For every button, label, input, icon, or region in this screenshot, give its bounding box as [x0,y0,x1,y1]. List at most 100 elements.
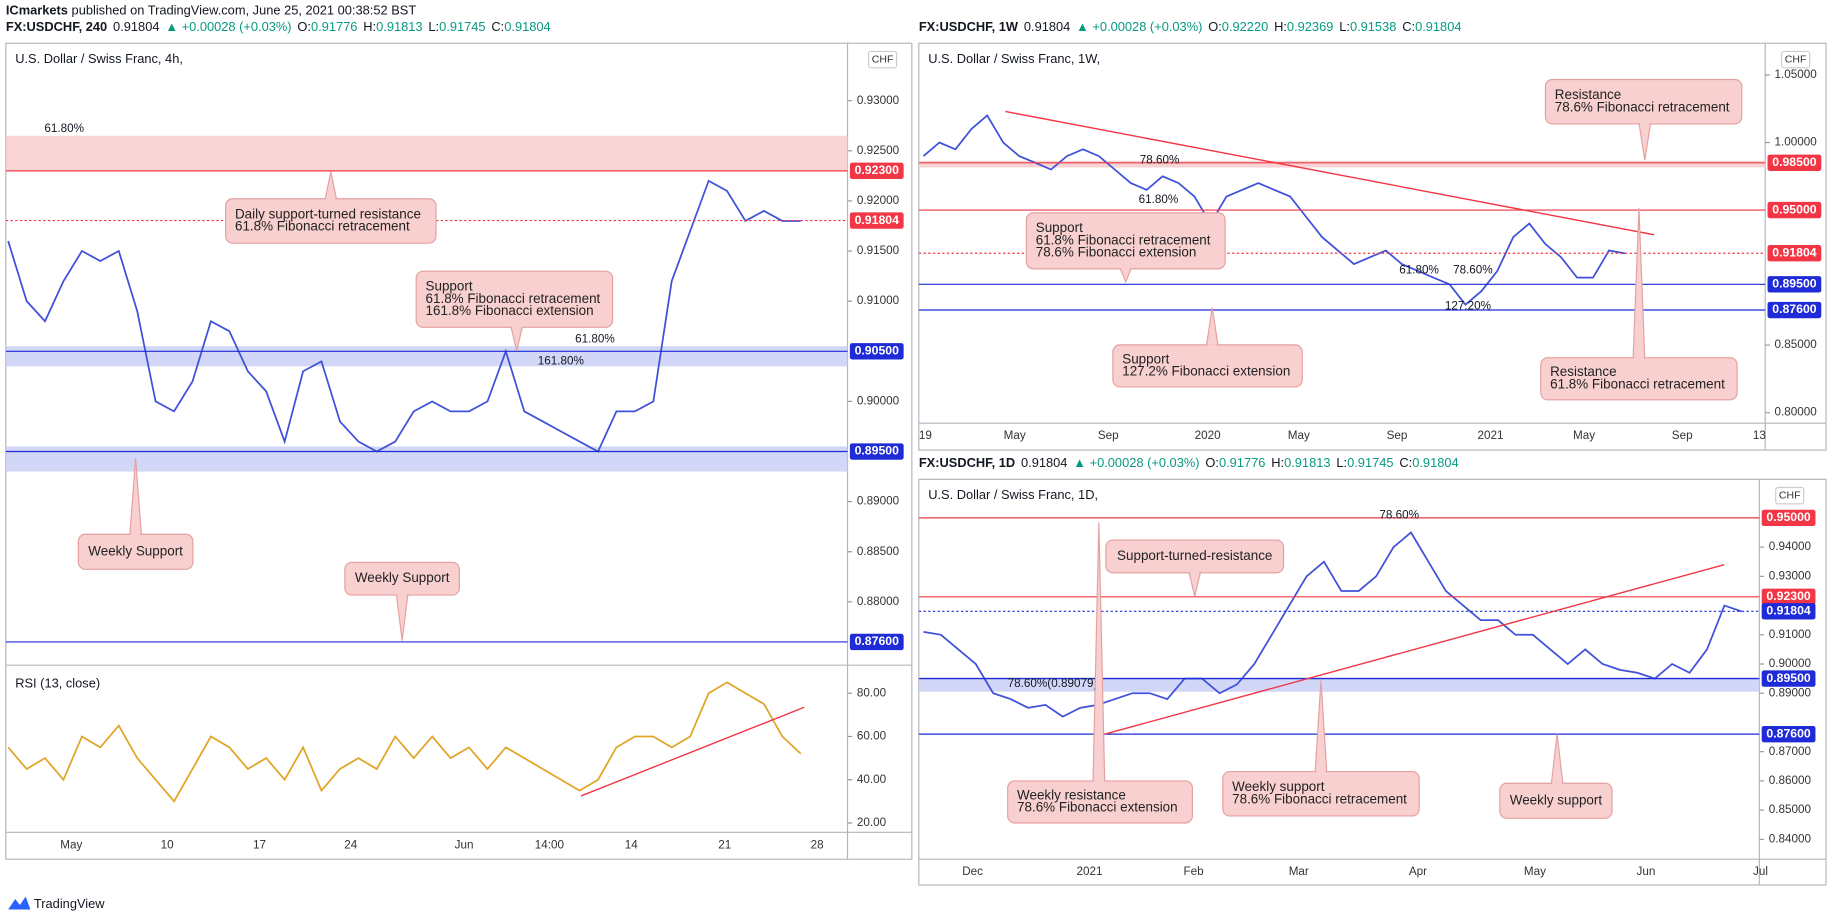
fib-label: 61.80% [575,332,615,345]
callout-pointer [1092,522,1106,783]
x-tick-label: Dec [962,865,983,878]
y-tick-label: 0.85000 [1775,338,1818,351]
callout-pointer [1550,734,1564,785]
quote-part: O: [1205,455,1219,470]
price-badge-label: 0.87600 [1766,726,1811,740]
callout-pointer [324,171,338,201]
x-tick-label: 24 [344,838,358,851]
y-tick-label: 0.87000 [1769,745,1812,758]
published: published on TradingView.com, June 25, 2… [72,3,417,18]
quote-line: FX:USDCHF, 1D 0.91804 ▲ +0.00028 (+0.03%) O… [919,455,1459,470]
trend-line [580,706,805,797]
callout-text: 78.6% Fibonacci extension [1036,245,1197,260]
x-tick-label: Feb [1183,865,1204,878]
price-badge-label: 0.89500 [1772,277,1817,291]
callout-text: Daily support-turned resistance [235,206,421,221]
callout-pointer [1638,122,1652,161]
panel-title: U.S. Dollar / Swiss Franc, 1D, [928,487,1098,502]
quote-part: C: [1402,19,1415,34]
callout-text: Weekly support [1510,792,1603,807]
quote-part: FX:USDCHF, 1D [919,455,1015,470]
callout-text: Weekly Support [355,570,450,585]
price-badge-label: 0.92300 [855,163,900,177]
price-line [922,114,1626,306]
x-tick-label: Jul [1753,865,1768,878]
callout-pointer [1119,267,1133,284]
callout-text: Support [1036,220,1083,235]
zone [918,160,1766,168]
y-tick-label: 20.00 [857,816,887,829]
callout-text: 61.8% Fibonacci retracement [426,291,601,306]
zone [5,446,848,472]
currency-label: CHF [872,53,894,65]
quote-part: 0.91776 [311,19,357,34]
fib-label: 61.80% [1399,264,1439,277]
quote-part: ▲ +0.00028 (+0.03%) [1076,19,1202,34]
currency-box [1780,50,1811,69]
trend-line [1104,563,1725,735]
price-badge [1767,154,1822,171]
y-tick-label: 0.92000 [857,194,900,207]
quote-part: C: [491,19,504,34]
panel-frame [918,42,1827,451]
callout-text: 161.8% Fibonacci extension [426,303,594,318]
callout-text: 127.2% Fibonacci extension [1122,364,1290,379]
fib-label: 78.60% [1453,264,1493,277]
zone [5,346,848,367]
quote-part: L: [428,19,439,34]
price-line [7,681,802,803]
x-tick-label: Sep [1387,429,1408,442]
quote-part: 0.91813 [1284,455,1330,470]
currency-box [867,50,898,69]
callout-text: 78.6% Fibonacci extension [1017,800,1178,815]
callout-text: Weekly support [1232,779,1325,794]
panel-title: U.S. Dollar / Swiss Franc, 1W, [928,51,1100,66]
currency-label: CHF [1785,53,1807,65]
x-tick-label: 2020 [1195,429,1222,442]
y-tick-label: 0.85000 [1769,803,1812,816]
callout-text: Resistance [1555,87,1621,102]
x-tick-label: 14:00 [535,838,565,851]
y-tick-label: 1.00000 [1775,136,1818,149]
price-badge-label: 0.92300 [1766,589,1811,603]
callout-seam [1207,344,1217,347]
y-tick-label: 0.86000 [1769,774,1812,787]
price-badge-label: 0.91804 [1766,604,1811,618]
y-tick-label: 0.93000 [857,94,900,107]
x-tick-label: Jun [455,838,474,851]
price-badge [1761,603,1816,620]
price-badge [1767,201,1822,219]
price-badge-label: 0.98500 [1772,155,1817,169]
quote-part: L: [1336,455,1347,470]
callout-text: 78.6% Fibonacci retracement [1555,99,1730,114]
panel-title: RSI (13, close) [15,675,100,690]
quote-line: FX:USDCHF, 240 0.91804 ▲ +0.00028 (+0.03%)… [6,19,551,34]
y-tick-label: 0.90000 [1769,657,1812,670]
quote-part: ▲ +0.00028 (+0.03%) [165,19,291,34]
y-tick-label: 1.05000 [1775,68,1818,81]
fib-label: 78.60%(0.89079) [1008,677,1098,690]
quote-part: 0.91745 [439,19,485,34]
quote-part: 0.91804 [1415,19,1461,34]
quote-part: ▲ +0.00028 (+0.03%) [1073,455,1199,470]
chart-panel: 0.94000 0.93000 0.91000 0.90000 0.89000 0.870… [918,486,1816,878]
callout-text: Support-turned-resistance [1117,548,1272,563]
callout-pointer [1205,307,1219,347]
callout-text: 61.8% Fibonacci retracement [235,219,410,234]
x-tick-label: Sep [1672,429,1693,442]
y-tick-label: 80.00 [857,686,887,699]
chart-panel: 20.00 40.00 60.00 80.00 RSI (13, close) [7,675,887,829]
quote-part: H: [1271,455,1284,470]
price-badge [1767,276,1822,293]
fib-label: 161.80% [538,354,584,367]
callout-text: Weekly resistance [1017,787,1126,802]
price-badge [1767,301,1822,319]
price-badge-label: 0.91804 [1772,245,1817,259]
currency-box [1775,486,1805,505]
price-badge [849,343,904,360]
x-tick-label: May [1288,429,1310,442]
quote-part: 0.91538 [1350,19,1396,34]
y-tick-label: 0.90000 [857,394,900,407]
chart-panel: 1.05000 1.00000 0.85000 0.80000 0.98500 0.950… [918,50,1822,442]
